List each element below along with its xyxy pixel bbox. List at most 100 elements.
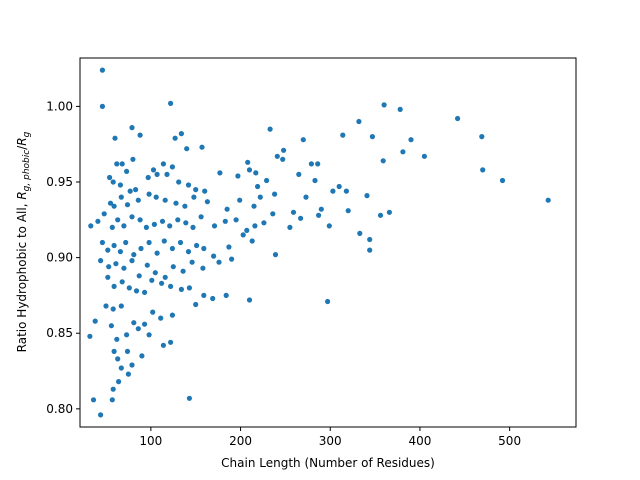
- data-point: [146, 332, 152, 338]
- data-point: [110, 179, 116, 185]
- data-point: [129, 214, 135, 220]
- data-point: [235, 173, 241, 179]
- data-point: [137, 217, 143, 223]
- data-point: [246, 297, 253, 303]
- data-point: [105, 247, 111, 253]
- data-point: [98, 412, 104, 418]
- y-tick-label: 1.00: [46, 99, 73, 113]
- y-tick-label: 0.80: [46, 402, 73, 416]
- data-point: [107, 174, 113, 181]
- data-point: [261, 220, 267, 226]
- data-point: [178, 131, 184, 137]
- data-point: [182, 203, 188, 209]
- data-point: [142, 321, 148, 327]
- data-point: [159, 218, 166, 224]
- data-point: [126, 285, 132, 291]
- data-point: [146, 239, 152, 246]
- data-point: [312, 177, 318, 184]
- data-point: [226, 244, 232, 250]
- data-point: [177, 239, 184, 246]
- data-point: [150, 309, 156, 315]
- data-point: [455, 115, 461, 122]
- data-point: [245, 159, 251, 165]
- data-point: [133, 288, 140, 294]
- data-point: [124, 168, 130, 174]
- data-point: [201, 292, 207, 298]
- data-point: [246, 167, 253, 173]
- data-point: [211, 253, 217, 259]
- data-point: [146, 191, 152, 197]
- data-point: [87, 333, 93, 339]
- data-point: [175, 217, 181, 223]
- data-point: [170, 264, 176, 270]
- data-point: [111, 283, 117, 289]
- data-point: [178, 286, 184, 292]
- data-point: [145, 174, 151, 181]
- data-point: [233, 217, 239, 223]
- data-point: [397, 106, 403, 112]
- data-point: [421, 153, 427, 159]
- data-point: [345, 208, 351, 214]
- data-point: [123, 239, 129, 246]
- data-point: [92, 318, 98, 324]
- data-point: [115, 217, 121, 223]
- data-point: [106, 264, 112, 270]
- data-point: [119, 161, 125, 167]
- data-point: [251, 203, 257, 209]
- data-point: [158, 315, 164, 321]
- data-point: [176, 179, 182, 185]
- data-point: [167, 223, 173, 229]
- data-point: [198, 214, 204, 220]
- data-point: [367, 236, 373, 243]
- data-point: [229, 256, 235, 262]
- data-point: [109, 397, 115, 403]
- x-axis-label: Chain Length (Number of Residues): [221, 456, 435, 470]
- data-point: [107, 200, 114, 206]
- data-point: [88, 223, 94, 229]
- data-point: [499, 177, 506, 184]
- data-point: [204, 199, 210, 205]
- data-point: [129, 362, 135, 368]
- data-point: [189, 259, 195, 265]
- data-point: [303, 194, 309, 200]
- data-point: [180, 268, 186, 274]
- data-point: [479, 134, 485, 140]
- data-point: [264, 177, 270, 184]
- data-point: [267, 126, 273, 132]
- data-point: [237, 197, 243, 203]
- data-point: [99, 103, 105, 109]
- data-point: [223, 292, 229, 298]
- data-point: [127, 188, 133, 194]
- y-tick-label: 0.90: [46, 251, 73, 265]
- data-point: [315, 161, 321, 167]
- data-point: [381, 102, 387, 108]
- data-point: [121, 265, 127, 271]
- data-point: [114, 336, 120, 342]
- data-point: [136, 273, 142, 279]
- y-axis-ticks: 0.80 0.85 0.90 0.95 1.00: [46, 99, 80, 416]
- data-point: [144, 262, 150, 268]
- data-point: [224, 206, 230, 212]
- data-point: [110, 306, 116, 312]
- y-tick-label: 0.85: [46, 326, 73, 340]
- data-point: [113, 261, 119, 267]
- data-point: [118, 194, 124, 200]
- data-point: [240, 232, 246, 238]
- data-point: [153, 194, 159, 200]
- data-point: [169, 312, 175, 318]
- data-point: [169, 164, 175, 170]
- data-point: [90, 397, 97, 403]
- data-point: [190, 224, 196, 230]
- data-point: [343, 188, 349, 194]
- data-point: [222, 218, 228, 224]
- data-point: [326, 223, 332, 229]
- data-point: [211, 223, 218, 229]
- data-point: [142, 289, 148, 295]
- data-point: [111, 348, 117, 354]
- data-point: [325, 298, 331, 305]
- data-point: [159, 280, 165, 286]
- data-point: [121, 223, 127, 229]
- data-point: [340, 132, 346, 138]
- data-point: [103, 303, 109, 309]
